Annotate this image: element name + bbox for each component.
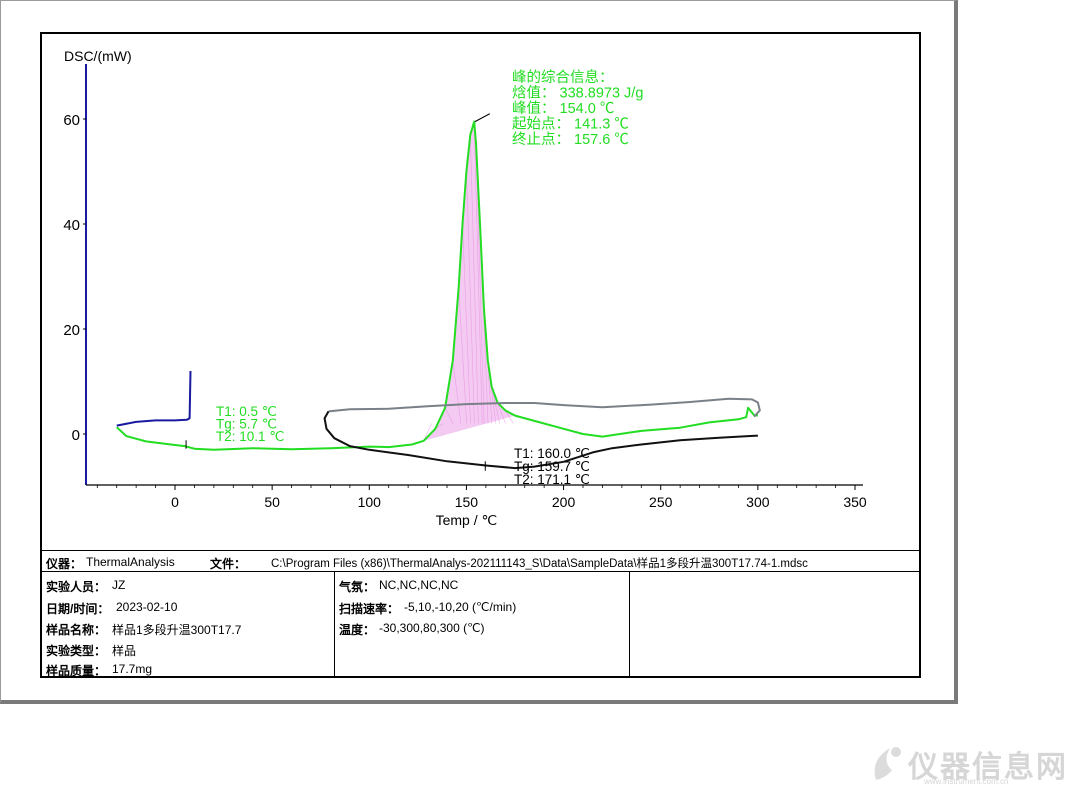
site-watermark: 仪器信息网 www.instrument.com.cn	[868, 734, 1068, 790]
y-tick-label: 20	[63, 322, 80, 339]
table-col-divider-1	[334, 571, 335, 676]
x-tick-label: 200	[552, 494, 576, 510]
peak-area-fill	[423, 121, 515, 441]
glass-transition-green-text: T1: 0.5 ℃	[216, 404, 277, 419]
mass-label: 样品质量：	[46, 664, 107, 678]
file-path: C:\Program Files (x86)\ThermalAnalys-202…	[271, 558, 808, 570]
watermark-logo-icon	[874, 747, 901, 780]
peak-hatch-line	[462, 223, 471, 424]
operator-value: JZ	[112, 578, 126, 592]
y-tick-label: 60	[63, 112, 80, 129]
file-label: 文件：	[210, 557, 247, 571]
dsc-chart: 0 50 100 150 200 250 300 350 0 20 40 60 DSC/(mW) Temp…	[63, 48, 867, 528]
x-tick-label: 250	[649, 494, 673, 510]
y-tick-label: 0	[72, 427, 80, 444]
x-tick-label: 50	[264, 494, 280, 510]
x-tick-label: 150	[455, 494, 479, 510]
x-tick-label: 350	[843, 494, 867, 510]
peak-info-line: 起始点： 141.3 ℃	[512, 116, 629, 133]
peak-hatch-line	[473, 121, 483, 424]
peak-hatch-line	[458, 286, 467, 424]
gas-label: 气氛：	[339, 580, 376, 594]
green-trace-line	[116, 120, 759, 451]
glass-transition-black-text: T2: 171.1 ℃	[514, 472, 590, 487]
table-header-divider	[42, 571, 919, 572]
y-axis-title: DSC/(mW)	[64, 48, 132, 64]
temp-value: -30,300,80,300 (℃)	[379, 621, 485, 635]
y-tick-label: 40	[63, 217, 80, 234]
rate-value: -5,10,-10,20 (℃/min)	[404, 600, 517, 614]
peak-info-line: 焓值： 338.8973 J/g	[512, 85, 643, 102]
peak-hatch-line	[470, 134, 479, 424]
instrument-value: ThermalAnalysis	[86, 555, 175, 569]
peak-info-line: 峰值： 154.0 ℃	[512, 100, 614, 117]
sample-name-value: 样品1多段升温300T17.7	[112, 623, 242, 637]
glass-transition-black-text: T1: 160.0 ℃	[514, 446, 590, 461]
peak-hatch-line	[423, 423, 432, 441]
gray-trace-line	[328, 397, 761, 418]
report-sheet: 0 50 100 150 200 250 300 350 0 20 40 60 DSC/(mW) Temp…	[0, 0, 958, 704]
black-trace-line	[323, 410, 758, 470]
temp-label: 温度：	[339, 623, 376, 637]
x-axis-title: Temp / ℃	[436, 512, 498, 528]
x-tick-label: 0	[171, 494, 179, 510]
x-tick-label: 100	[358, 494, 382, 510]
glass-transition-black-text: Tg: 159.7 ℃	[514, 459, 590, 474]
peak-hatch-line	[505, 410, 514, 424]
exp-type-value: 样品	[112, 644, 137, 658]
operator-label: 实验人员：	[46, 580, 107, 594]
gas-value: NC,NC,NC,NC	[379, 578, 459, 592]
report-frame: 0 50 100 150 200 250 300 350 0 20 40 60 DSC/(mW) Temp…	[40, 32, 921, 678]
peak-hatch-line	[452, 360, 462, 424]
exp-type-label: 实验类型：	[46, 644, 107, 658]
table-top-divider	[42, 550, 919, 551]
table-col-divider-2	[629, 571, 630, 676]
peak-info-line: 峰的综合信息：	[512, 69, 614, 86]
glass-transition-green-text: T2: 10.1 ℃	[216, 429, 284, 444]
rate-label: 扫描速率：	[339, 602, 400, 616]
x-tick-label: 300	[746, 494, 770, 510]
datetime-label: 日期/时间：	[46, 602, 110, 616]
watermark-url: www.instrument.com.cn	[924, 777, 1009, 786]
datetime-value: 2023-02-10	[116, 600, 178, 614]
watermark-text: 仪器信息网	[908, 750, 1068, 785]
peak-hatch-line	[444, 407, 454, 424]
peak-hatch-line	[497, 402, 506, 424]
mass-value: 17.7mg	[112, 662, 153, 676]
blue-trace-line	[116, 370, 192, 427]
instrument-label: 仪器：	[46, 557, 83, 571]
sample-name-label: 样品名称：	[46, 623, 107, 637]
peak-info-line: 终止点： 157.6 ℃	[512, 131, 629, 148]
peak-leader-line	[474, 113, 490, 123]
glass-transition-green-text: Tg: 5.7 ℃	[216, 417, 277, 432]
peak-hatch-line	[466, 171, 475, 424]
